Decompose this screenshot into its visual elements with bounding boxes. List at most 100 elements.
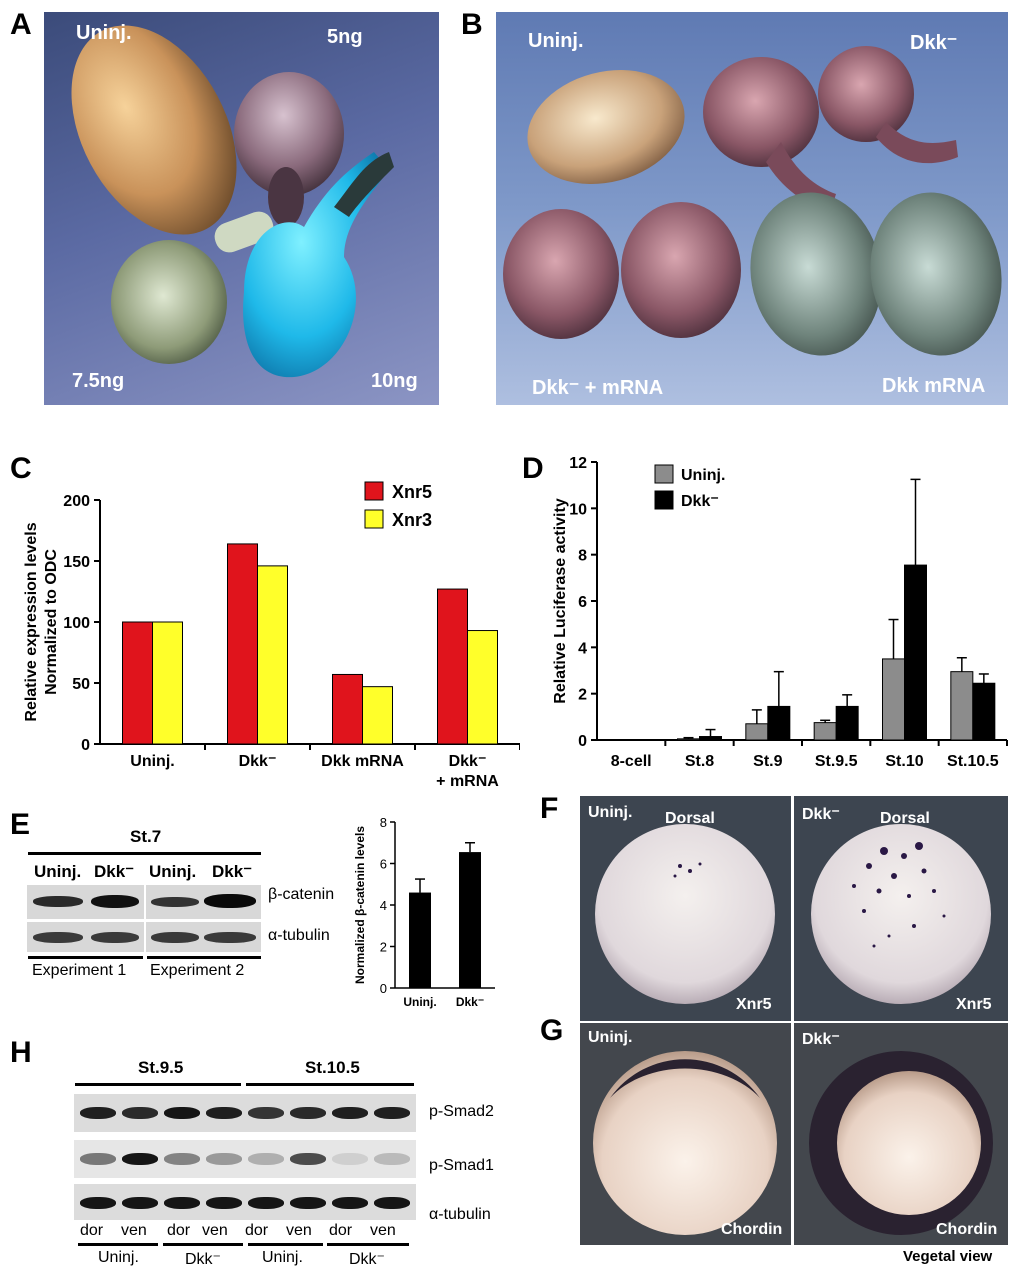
- e-stage: St.7: [130, 827, 162, 846]
- chart-d: 0 2 4 6 8 10 12 8-cell St.8 St.9 St.9.5 St.10 St.10.…: [552, 455, 1008, 770]
- d-ytick-label: 6: [578, 594, 587, 611]
- d-bar-1-1: [699, 736, 722, 741]
- blot-band: [80, 1197, 116, 1209]
- d-ylabel: Relative Luciferase activity: [552, 498, 569, 704]
- embryo-b-dkk-mrna: [750, 192, 882, 356]
- c-xtick-label: Uninj.: [130, 753, 174, 770]
- embryo-5ng: [234, 72, 344, 196]
- h-lane-8: ven: [370, 1222, 396, 1239]
- h-row-atubulin: α-tubulin: [429, 1206, 491, 1223]
- c-ytick-label: 100: [63, 615, 90, 632]
- e-blot-tub-exp1: [27, 922, 144, 952]
- d-ytick-label: 8: [578, 548, 587, 565]
- c-legend-label-xnr3: Xnr3: [392, 510, 432, 530]
- f-right-cond: Dkk⁻: [802, 806, 840, 823]
- e-ytick-label: 6: [380, 857, 387, 872]
- panel-label-c: C: [10, 452, 32, 485]
- c-bar-xnr3-3: [467, 630, 498, 745]
- e-lane-2: Dkk⁻: [94, 862, 135, 881]
- c-xtick-label: Dkk⁻: [449, 753, 487, 770]
- g-left-marker: Chordin: [721, 1221, 783, 1238]
- e-exp2-bar: [147, 956, 261, 959]
- blot-band: [374, 1153, 410, 1165]
- c-xtick-label: Dkk⁻: [239, 753, 277, 770]
- g-right-marker: Chordin: [936, 1221, 998, 1238]
- d-legend-swatch-0: [654, 464, 674, 484]
- panel-label-b: B: [461, 8, 483, 41]
- e-exp1-label: Experiment 1: [32, 962, 127, 979]
- panel-label-d: D: [522, 452, 544, 485]
- blot-band: [374, 1197, 410, 1209]
- label-10ng: 10ng: [371, 370, 418, 392]
- d-bar-1-5: [972, 682, 996, 741]
- h-blot-psmad2: [74, 1094, 416, 1132]
- h-lane-5: dor: [245, 1222, 269, 1239]
- blot-band: [122, 1107, 158, 1119]
- h-group-3-bar: [248, 1243, 323, 1246]
- c-legend-swatch-xnr5: [364, 481, 384, 501]
- h-lane-7: dor: [329, 1222, 353, 1239]
- blot-band: [122, 1153, 158, 1165]
- c-ytick-label: 50: [72, 676, 90, 693]
- embryo-7.5ng: [111, 240, 227, 364]
- embryo-b-rescue: [503, 209, 619, 339]
- h-group-2-bar: [163, 1243, 243, 1246]
- h-group-1: Uninj.: [98, 1249, 139, 1266]
- f-right-view: Dorsal: [880, 810, 930, 827]
- d-xtick-label: St.9.5: [815, 753, 858, 770]
- e-ylabel: Normalized β-catenin levels: [353, 826, 367, 984]
- blot-band: [206, 1153, 242, 1165]
- h-lane-1: dor: [80, 1222, 104, 1239]
- h-lane-2: ven: [121, 1222, 147, 1239]
- c-ylabel-line2: Normalized to ODC: [43, 549, 60, 695]
- e-exp2-label: Experiment 2: [150, 962, 245, 979]
- e-row-bcatenin: β-catenin: [268, 886, 335, 903]
- embryo-b-dkk: [818, 46, 914, 142]
- f-left-view: Dorsal: [665, 810, 715, 827]
- h-lane-3: dor: [167, 1222, 191, 1239]
- panel-b-photo: Uninj. Dkk⁻ Dkk⁻ + mRNA Dkk mRNA: [496, 12, 1008, 405]
- e-lane-4: Dkk⁻: [212, 862, 253, 881]
- e-ytick-label: 8: [380, 815, 387, 830]
- c-xtick-sublabel: + mRNA: [436, 773, 499, 790]
- c-legend-swatch-xnr3: [364, 509, 384, 529]
- d-bar-0-4: [882, 658, 905, 741]
- c-legend-label-xnr5: Xnr5: [392, 482, 432, 502]
- f-right-marker: Xnr5: [956, 996, 992, 1013]
- d-xtick-label: St.10: [885, 753, 923, 770]
- e-stage-bar: [28, 852, 261, 855]
- label-b-dkk-mrna-rescue: Dkk⁻ + mRNA: [532, 377, 664, 399]
- d-xtick-label: St.9: [753, 753, 782, 770]
- blot-band: [248, 1153, 284, 1165]
- h-stage-1: St.9.5: [138, 1058, 184, 1077]
- panel-label-f: F: [540, 792, 559, 825]
- h-lane-6: ven: [286, 1222, 312, 1239]
- panel-label-h: H: [10, 1036, 32, 1069]
- d-legend-swatch-1: [654, 490, 674, 510]
- d-bar-0-5: [950, 671, 974, 741]
- c-bar-xnr5-1: [227, 543, 258, 745]
- blot-band: [332, 1197, 368, 1209]
- c-bar-xnr5-3: [437, 588, 468, 745]
- g-view: Vegetal view: [903, 1248, 993, 1265]
- g-left-cond: Uninj.: [588, 1029, 633, 1046]
- blot-band: [122, 1197, 158, 1209]
- embryo-uninj: [71, 25, 237, 235]
- h-group-3: Uninj.: [262, 1249, 303, 1266]
- e-ytick-label: 2: [380, 940, 387, 955]
- e-row-atubulin: α-tubulin: [268, 927, 330, 944]
- c-bar-xnr3-0: [152, 621, 183, 745]
- d-ytick-label: 2: [578, 687, 587, 704]
- label-uninj: Uninj.: [76, 22, 132, 44]
- blot-band: [248, 1197, 284, 1209]
- d-xtick-label: St.10.5: [947, 753, 999, 770]
- blot-band: [290, 1107, 326, 1119]
- e-blot-tub-exp2: [146, 922, 261, 952]
- c-bar-xnr5-0: [122, 621, 153, 745]
- h-stage-2-bar: [246, 1083, 414, 1086]
- f-left-marker: Xnr5: [736, 996, 772, 1013]
- g-right-cond: Dkk⁻: [802, 1031, 840, 1048]
- chart-c: 0 50 100 150 200 Uninj. Dkk⁻ Dkk mRNA Dkk⁻ + mRNA…: [23, 481, 520, 790]
- d-bar-0-1: [677, 738, 700, 741]
- label-b-dkk: Dkk⁻: [910, 32, 958, 54]
